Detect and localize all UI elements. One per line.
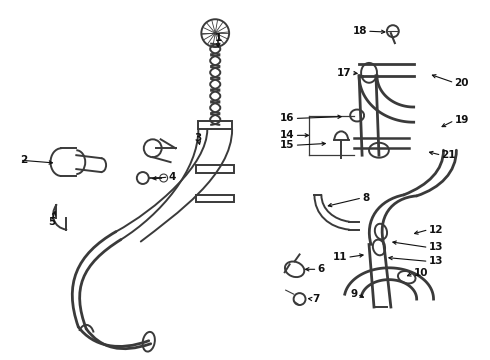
Text: 18: 18: [352, 26, 367, 36]
Bar: [198, 121, 232, 129]
Text: 11: 11: [333, 252, 347, 262]
Text: 13: 13: [429, 243, 443, 252]
Text: 1: 1: [215, 33, 222, 43]
Text: 16: 16: [280, 113, 294, 123]
Text: 20: 20: [454, 78, 469, 88]
Text: 12: 12: [429, 225, 443, 235]
Text: 10: 10: [414, 268, 428, 278]
Text: 14: 14: [280, 130, 294, 140]
Text: 8: 8: [362, 193, 369, 203]
Text: 3: 3: [195, 133, 202, 143]
Bar: [196, 195, 234, 202]
Text: 7: 7: [313, 294, 320, 304]
Text: 5: 5: [48, 217, 55, 227]
Text: 19: 19: [454, 116, 469, 126]
Text: 2: 2: [20, 155, 27, 165]
Text: 4: 4: [169, 172, 176, 182]
Text: 15: 15: [280, 140, 294, 150]
Text: 6: 6: [318, 264, 325, 274]
Text: 17: 17: [337, 68, 351, 78]
Text: 13: 13: [429, 256, 443, 266]
Text: 21: 21: [441, 150, 456, 160]
Bar: [196, 165, 234, 173]
Text: 9: 9: [350, 289, 357, 299]
